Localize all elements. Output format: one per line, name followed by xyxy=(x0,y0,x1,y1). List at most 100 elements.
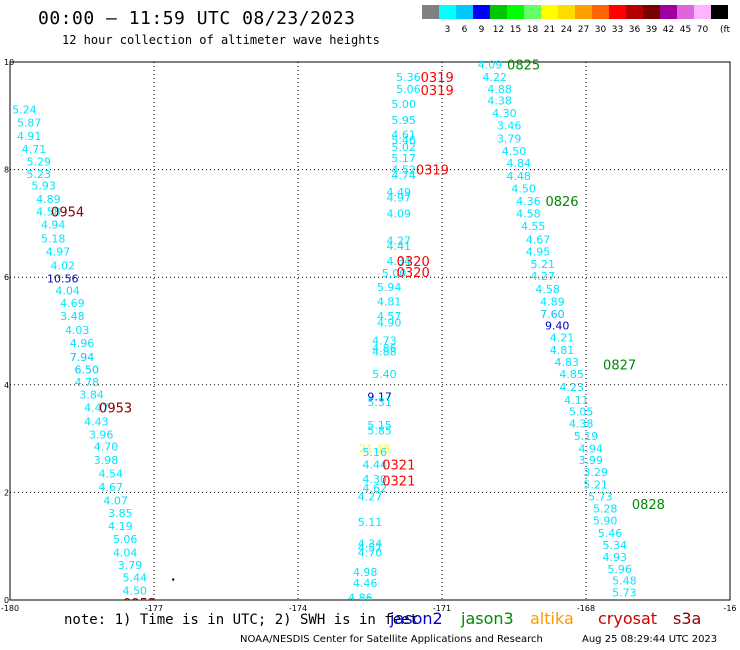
pass-time-label: 0321 xyxy=(382,475,415,490)
swh-value-label: 5.24 xyxy=(12,103,37,116)
pass-time-label: 0320 xyxy=(397,255,430,270)
swh-value-label: 4.92 xyxy=(617,598,642,611)
swh-value-label: 4.09 xyxy=(387,208,412,221)
swh-value-label: 5.02 xyxy=(391,141,416,154)
swh-value-label: 4.04 xyxy=(113,547,138,560)
pass-time-label: 0827 xyxy=(603,358,636,373)
swh-value-label: 4.21 xyxy=(550,331,575,344)
legend-swatch xyxy=(524,5,541,19)
swh-value-label: 4.88 xyxy=(348,595,373,608)
swh-value-label: 4.94 xyxy=(579,442,604,455)
legend-label: 21 xyxy=(544,25,555,35)
swh-value-label: 4.83 xyxy=(555,356,580,369)
chart-title: 00:00 — 11:59 UTC 08/23/2023 xyxy=(38,8,356,29)
swh-value-label: 4.94 xyxy=(41,218,66,231)
swh-value-label: 5.11 xyxy=(358,516,383,529)
swh-value-label: 4.55 xyxy=(521,220,546,233)
data-layer: 5.245.874.914.715.295.235.934.894.584.94… xyxy=(12,59,665,611)
swh-value-label: 4.86 xyxy=(372,342,397,355)
swh-value-label: 5.95 xyxy=(391,114,416,127)
swh-value-label: 10.56 xyxy=(47,272,79,285)
swh-value-label: 4.95 xyxy=(526,245,551,258)
y-tick-label: 2 xyxy=(4,488,9,497)
swh-value-label: 5.15 xyxy=(367,419,392,432)
swh-value-label: 5.93 xyxy=(31,180,56,193)
legend-label: 12 xyxy=(493,25,504,35)
legend-swatch xyxy=(541,5,558,19)
legend-label: 39 xyxy=(646,25,658,35)
swh-value-label: 4.50 xyxy=(511,182,536,195)
swh-value-label: 9.40 xyxy=(545,320,570,333)
legend-label: 27 xyxy=(578,25,589,35)
swh-value-label: 5.73 xyxy=(588,491,613,504)
swh-value-label: 4.07 xyxy=(103,494,128,507)
satellite-cryosat: cryosat xyxy=(598,609,658,628)
satellite-jason3: jason3 xyxy=(461,609,514,628)
swh-value-label: 6.50 xyxy=(75,364,100,377)
swh-value-label: 4.11 xyxy=(564,394,589,407)
x-tick-label: -177 xyxy=(145,604,163,612)
swh-value-label: 5.44 xyxy=(123,571,148,584)
swh-value-label: 4.93 xyxy=(603,551,628,564)
swh-value-label: 5.46 xyxy=(598,527,623,540)
swh-value-label: 4.58 xyxy=(516,208,541,221)
swh-value-label: 4.78 xyxy=(75,376,100,389)
swh-value-label: 4.67 xyxy=(526,234,551,247)
swh-value-label: 5.23 xyxy=(27,168,52,181)
swh-value-label: 5.28 xyxy=(593,503,618,516)
swh-value-label: 4.70 xyxy=(94,441,119,454)
note-text: note: 1) Time is in UTC; 2) SWH is in fe… xyxy=(64,612,419,628)
swh-value-label: 4.69 xyxy=(60,297,85,310)
swh-value-label: 5.90 xyxy=(593,514,618,527)
wave-height-chart: -180 -177 -174 -171 -168 -1602468105.245.874.… xyxy=(1,58,737,612)
satellite-jason2: jason2 xyxy=(390,609,443,628)
swh-value-label: 4.97 xyxy=(46,245,71,258)
swh-value-label: 4.97 xyxy=(387,192,412,205)
swh-value-label: 4.43 xyxy=(84,415,109,428)
pass-time-label: 0319 xyxy=(421,71,454,86)
y-tick-label: 8 xyxy=(4,166,9,175)
swh-value-label: 4.96 xyxy=(70,337,95,350)
pass-time-label: 0828 xyxy=(632,498,665,513)
swh-value-label: 5.21 xyxy=(583,478,608,491)
x-tick-label: -174 xyxy=(289,604,307,612)
swh-value-label: 4.23 xyxy=(559,381,584,394)
footer-timestamp: Aug 25 08:29:44 UTC 2023 xyxy=(582,634,718,645)
swh-value-label: 4.98 xyxy=(353,566,378,579)
swh-value-label: 4.62 xyxy=(363,482,388,495)
x-tick-label: -168 xyxy=(577,604,595,612)
swh-value-label: 5.31 xyxy=(367,396,392,409)
plot-frame xyxy=(9,61,731,601)
swh-value-label: 4.70 xyxy=(358,547,383,560)
swh-value-label: 3.85 xyxy=(108,507,133,520)
legend-swatch xyxy=(422,5,439,19)
swh-value-label: 4.27 xyxy=(358,491,383,504)
y-tick-label: 10 xyxy=(4,58,14,67)
swh-value-label: 4.88 xyxy=(487,83,512,96)
swh-value-label: 4.04 xyxy=(55,285,80,298)
swh-value-label: 4.57 xyxy=(377,310,402,323)
swh-value-label: 5.94 xyxy=(377,281,402,294)
swh-value-label: 7.60 xyxy=(540,308,565,321)
swh-value-label: 3.79 xyxy=(118,559,143,572)
swh-value-label: 9.17 xyxy=(367,391,392,404)
legend-swatch xyxy=(694,5,711,19)
swh-value-label: 4.81 xyxy=(377,295,402,308)
legend-swatch xyxy=(439,5,456,19)
swh-value-label: 5.48 xyxy=(612,575,637,588)
legend-swatch xyxy=(609,5,626,19)
swh-value-label: 4.48 xyxy=(507,170,532,183)
swh-value-label: 4.74 xyxy=(391,169,416,182)
swh-value-label: 4.38 xyxy=(487,95,512,108)
swh-value-label: 3.96 xyxy=(89,428,114,441)
swh-value-label: 4.50 xyxy=(123,584,148,597)
legend-swatch xyxy=(643,5,660,19)
swh-value-label: 5.40 xyxy=(372,368,397,381)
swh-value-label: 5.00 xyxy=(382,267,407,280)
pass-time-label: 0319 xyxy=(416,164,449,179)
swh-value-label: 4.52 xyxy=(391,164,416,177)
x-tick-label: -180 xyxy=(1,604,19,612)
legend-label: 33 xyxy=(612,25,623,35)
swh-value-label: 4.57 xyxy=(358,541,383,554)
